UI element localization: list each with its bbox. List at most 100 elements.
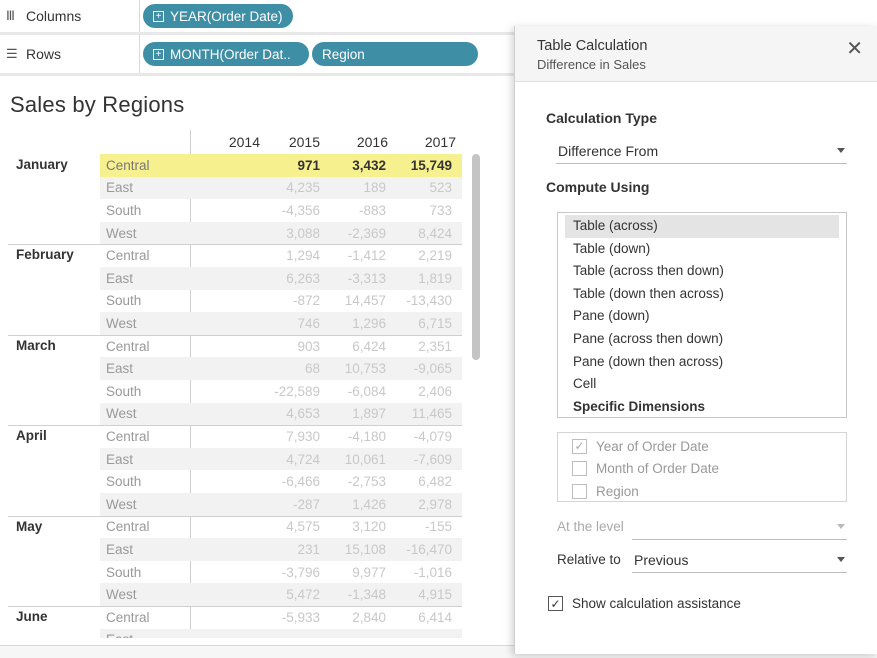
value-2016: 3,120 (352, 519, 386, 535)
compute-option[interactable]: Cell (573, 376, 597, 392)
value-2017: 733 (429, 202, 452, 218)
dialog-title: Table Calculation (537, 38, 648, 54)
region-cell: East (100, 632, 190, 638)
dimension-checkbox[interactable]: Month of Order Date (572, 458, 832, 481)
year-2017[interactable]: 2017 (424, 134, 456, 150)
compute-using-label: Compute Using (546, 179, 650, 195)
compute-option[interactable]: Specific Dimensions (573, 398, 706, 414)
dialog-header: Table Calculation Difference in Sales (515, 26, 877, 82)
value-2015: 903 (297, 338, 320, 354)
region-cell: South (106, 202, 142, 218)
value-2015: 68 (304, 361, 320, 377)
month-label[interactable]: June (16, 609, 48, 624)
compute-using-list[interactable]: Table (across) Table (down) Table (across … (557, 212, 847, 418)
close-icon[interactable]: ✕ (846, 38, 863, 60)
month-label[interactable]: March (16, 337, 56, 353)
compute-option[interactable]: Pane (across then down) (573, 330, 724, 346)
region-cell: South (106, 383, 142, 399)
region-pill[interactable]: Region (312, 42, 478, 66)
table-row[interactable]: East 4,724 10,061 -7,609 (100, 447, 462, 471)
value-2017: 6,482 (418, 474, 452, 490)
checkbox[interactable] (572, 483, 587, 499)
pill-label: MONTH(Order Dat.. (170, 46, 291, 62)
table-calculation-dialog: Table Calculation Difference in Sales ✕ … (514, 26, 877, 654)
table-row[interactable]: West 746 1,296 6,715 (100, 312, 462, 335)
checkbox[interactable] (572, 461, 587, 477)
month-label[interactable]: May (16, 518, 43, 534)
table-row[interactable]: East 231 15,108 -16,470 (100, 538, 462, 561)
table-row[interactable]: West -287 1,426 2,978 (100, 493, 462, 516)
value-2015: -3,796 (281, 564, 320, 580)
calculation-type-value: Difference From (558, 142, 659, 159)
table-row[interactable]: Central 4,575 3,120 -155 (100, 516, 462, 539)
table-row[interactable]: Central 971 3,432 15,749 (100, 154, 462, 177)
table-row[interactable]: South -4,356 -883 733 (100, 199, 462, 222)
table-row[interactable]: Central 1,294 -1,412 2,219 (100, 244, 462, 267)
compute-option[interactable]: Pane (down then across) (573, 353, 724, 369)
table-row[interactable]: Central -5,933 2,840 6,414 (100, 606, 462, 629)
month-divider (8, 334, 462, 336)
crosstab[interactable]: 2014 2015 2016 2017 January Central 971 3,4… (8, 130, 486, 638)
value-2017: 2,406 (418, 383, 452, 399)
value-2016: 10,753 (344, 361, 386, 377)
month-order-date-pill[interactable]: + MONTH(Order Dat.. (143, 42, 309, 66)
shelf-divider (0, 73, 877, 76)
at-level-dropdown[interactable] (632, 514, 847, 540)
month-label[interactable]: January (16, 157, 68, 172)
expand-plus-icon[interactable]: + (153, 10, 164, 22)
checkbox[interactable]: ✓ (548, 596, 563, 611)
table-row[interactable]: South -22,589 -6,084 2,406 (100, 380, 462, 403)
value-2016: -2,753 (347, 474, 386, 490)
month-divider (8, 515, 462, 517)
table-row[interactable]: East 4,235 189 523 (100, 176, 462, 200)
month-label[interactable]: April (16, 428, 47, 444)
value-2016: 10,061 (344, 451, 386, 467)
value-2016: -3,313 (347, 270, 386, 286)
month-label[interactable]: February (16, 247, 74, 263)
year-2014[interactable]: 2014 (228, 134, 260, 150)
compute-option[interactable]: Table (down) (573, 240, 651, 256)
dimension-label: Year of Order Date (596, 438, 709, 454)
show-assist-label: Show calculation assistance (572, 596, 741, 611)
value-2016: -2,369 (347, 225, 386, 241)
table-row[interactable]: Central 903 6,424 2,351 (100, 335, 462, 358)
value-2015: -5,933 (281, 609, 320, 625)
dimension-checkbox[interactable]: ✓ Year of Order Date (572, 435, 832, 458)
table-row[interactable]: South -6,466 -2,753 6,482 (100, 470, 462, 493)
value-2015: 4,575 (286, 519, 320, 535)
expand-plus-icon[interactable]: + (153, 48, 164, 60)
chevron-down-icon (837, 524, 845, 529)
calculation-type-dropdown[interactable]: Difference From (556, 138, 847, 164)
relative-to-label: Relative to (557, 552, 621, 567)
chevron-down-icon (837, 148, 845, 153)
compute-option[interactable]: Table (down then across) (573, 285, 724, 301)
table-row[interactable]: South -872 14,457 -13,430 (100, 290, 462, 313)
value-2017: -155 (424, 519, 452, 535)
year-2015[interactable]: 2015 (288, 134, 320, 150)
year-order-date-pill[interactable]: + YEAR(Order Date) (143, 4, 293, 28)
show-calculation-assistance[interactable]: ✓ Show calculation assistance (548, 596, 741, 611)
year-2016[interactable]: 2016 (356, 134, 388, 150)
value-2015: -6,466 (281, 474, 320, 490)
relative-to-dropdown[interactable]: Previous (632, 547, 847, 573)
table-row[interactable]: East 68 10,753 -9,065 (100, 357, 462, 380)
table-row[interactable]: West 5,472 -1,348 4,915 (100, 583, 462, 606)
compute-option[interactable]: Table (across then down) (573, 263, 724, 279)
vertical-scrollbar[interactable] (472, 154, 480, 360)
table-row[interactable]: South -3,796 9,977 -1,016 (100, 561, 462, 584)
year-header: 2014 2015 2016 2017 (8, 130, 468, 154)
checkbox[interactable]: ✓ (572, 438, 587, 454)
table-row[interactable]: East (100, 628, 462, 638)
value-2017: 2,978 (418, 496, 452, 512)
compute-option[interactable]: Table (across) (565, 215, 839, 238)
dimension-checkbox[interactable]: Region (572, 480, 832, 503)
table-row[interactable]: East 6,263 -3,313 1,819 (100, 267, 462, 290)
compute-option[interactable]: Pane (down) (573, 308, 650, 324)
table-row[interactable]: West 3,088 -2,369 8,424 (100, 221, 462, 245)
value-2015: 4,235 (286, 180, 320, 196)
region-cell: East (106, 180, 134, 196)
table-row[interactable]: Central 7,930 -4,180 -4,079 (100, 425, 462, 448)
column-divider (190, 130, 191, 638)
value-2015: 746 (297, 315, 320, 331)
table-row[interactable]: West 4,653 1,897 11,465 (100, 402, 462, 426)
